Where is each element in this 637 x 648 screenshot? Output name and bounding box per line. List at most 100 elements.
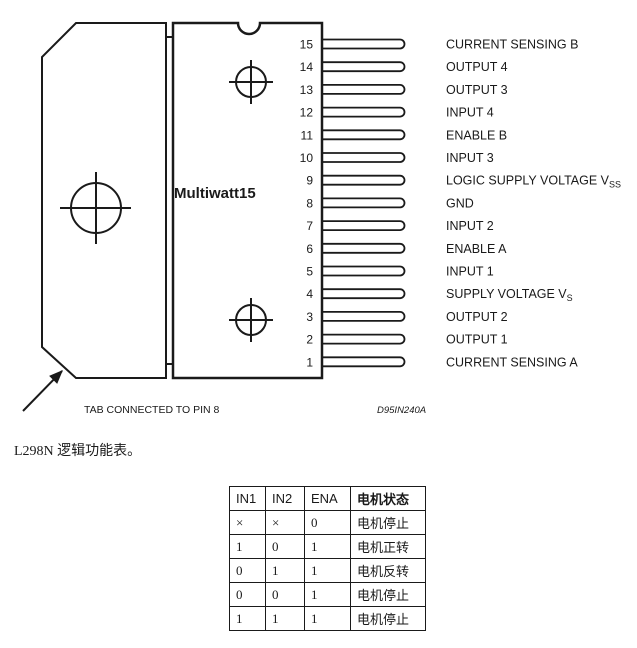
pin-lead	[322, 220, 406, 231]
cell-ena: 1	[304, 606, 351, 631]
pin-label: LOGIC SUPPLY VOLTAGE VSS	[446, 174, 621, 190]
cell-in1: 1	[229, 606, 266, 631]
pin-label: CURRENT SENSING B	[446, 38, 578, 52]
cell-motor-state: 电机停止	[350, 510, 426, 535]
pin-6: 6 ENABLE A	[306, 242, 507, 256]
cell-motor-state: 电机正转	[350, 534, 426, 559]
pin-label-text: ENABLE B	[446, 128, 507, 142]
pin-label-text: CURRENT SENSING A	[446, 355, 578, 369]
cell-motor-state: 电机停止	[350, 606, 426, 631]
heatsink-tab	[41, 22, 167, 379]
pin-number: 4	[306, 287, 313, 301]
pin-lead	[322, 333, 406, 345]
header-motor-state: 电机状态	[350, 486, 426, 511]
pin-lead	[322, 174, 406, 186]
pin-label-text: INPUT 2	[446, 219, 494, 233]
cell-in2: ×	[265, 510, 305, 535]
cell-in1: 1	[229, 534, 266, 559]
pin-label-text: OUTPUT 3	[446, 83, 508, 97]
pin-lead	[322, 152, 406, 163]
mounting-hole-tab	[60, 172, 131, 244]
drawing-code: D95IN240A	[377, 405, 426, 416]
pin-number: 10	[300, 151, 314, 165]
cell-ena: 1	[304, 582, 351, 607]
pin-1: 1 CURRENT SENSING A	[306, 355, 578, 369]
pin-12: 12 INPUT 4	[300, 106, 494, 120]
pin-number: 3	[306, 310, 313, 324]
table-row: × × 0 电机停止	[229, 510, 426, 535]
pin-label-text: OUTPUT 2	[446, 310, 508, 324]
mounting-hole-upper	[229, 60, 273, 104]
table-row: 0 1 1 电机反转	[229, 558, 426, 583]
pin-label: OUTPUT 4	[446, 60, 508, 74]
pin-5: 5 INPUT 1	[306, 265, 493, 279]
cell-in1: 0	[229, 558, 266, 583]
cell-ena: 1	[304, 534, 351, 559]
cell-in2: 1	[265, 606, 305, 631]
pin-number: 15	[300, 38, 314, 52]
pin-lead	[322, 84, 406, 95]
cell-in2: 0	[265, 582, 305, 607]
header-ena: ENA	[304, 486, 351, 511]
package-body	[171, 21, 324, 380]
pin-label-subscript: S	[567, 293, 573, 303]
pin-label-text: GND	[446, 196, 474, 210]
cell-motor-state: 电机反转	[350, 558, 426, 583]
pin-lead	[322, 106, 406, 118]
pin-number: 12	[300, 106, 314, 120]
pin-9: 9 LOGIC SUPPLY VOLTAGE VSS	[306, 174, 621, 190]
pin-lead	[322, 356, 406, 368]
cell-ena: 1	[304, 558, 351, 583]
pin-label: OUTPUT 3	[446, 83, 508, 97]
cell-in2: 1	[265, 558, 305, 583]
pin-number: 6	[306, 242, 313, 256]
pin-label: GND	[446, 196, 474, 210]
pin-lead	[322, 311, 406, 322]
pin-15: 15 CURRENT SENSING B	[300, 38, 579, 52]
pin-label: INPUT 2	[446, 219, 494, 233]
table-row: 0 0 1 电机停止	[229, 582, 426, 607]
cell-in2: 0	[265, 534, 305, 559]
pin-lead	[322, 61, 406, 73]
tab-note: TAB CONNECTED TO PIN 8	[84, 404, 220, 416]
cell-in1: ×	[229, 510, 266, 535]
cell-ena: 0	[304, 510, 351, 535]
tab-arrow	[22, 370, 63, 412]
pinout-diagram: Multiwatt15 15 CURRENT SENSING B14 OUTPUT …	[22, 21, 621, 416]
pin-10: 10 INPUT 3	[300, 151, 494, 165]
pin-3: 3 OUTPUT 2	[306, 310, 507, 324]
pin-label-text: OUTPUT 1	[446, 333, 508, 347]
header-in2: IN2	[265, 486, 305, 511]
pin-14: 14 OUTPUT 4	[300, 60, 508, 74]
pin-8: 8 GND	[306, 196, 473, 210]
pin-11: 11 ENABLE B	[301, 128, 508, 142]
pin-4: 4 SUPPLY VOLTAGE VS	[306, 287, 572, 303]
pin-label-text: SUPPLY VOLTAGE V	[446, 287, 567, 301]
package-name: Multiwatt15	[174, 185, 256, 202]
pin-number: 2	[306, 333, 313, 347]
cell-motor-state: 电机停止	[350, 582, 426, 607]
pin-label: CURRENT SENSING A	[446, 355, 578, 369]
table-row: 1 0 1 电机正转	[229, 534, 426, 559]
pin-lead	[322, 288, 406, 300]
pin-label: SUPPLY VOLTAGE VS	[446, 287, 573, 303]
pin-13: 13 OUTPUT 3	[300, 83, 508, 97]
pin-number: 7	[306, 219, 313, 233]
pin-label-text: INPUT 4	[446, 106, 494, 120]
pin-lead	[322, 197, 406, 209]
pin-2: 2 OUTPUT 1	[306, 333, 507, 347]
pin-lead	[322, 129, 406, 141]
pin-number: 5	[306, 265, 313, 279]
pin-number: 1	[306, 355, 313, 369]
pin-label-text: LOGIC SUPPLY VOLTAGE V	[446, 174, 610, 188]
pin-label-subscript: SS	[609, 180, 621, 190]
pin-label-text: OUTPUT 4	[446, 60, 508, 74]
mounting-hole-lower	[229, 298, 273, 342]
pin-7: 7 INPUT 2	[306, 219, 493, 233]
pin-label: INPUT 3	[446, 151, 494, 165]
pin-label: OUTPUT 2	[446, 310, 508, 324]
pin-number: 14	[300, 60, 314, 74]
pin-label-text: INPUT 1	[446, 265, 494, 279]
pin-label: ENABLE A	[446, 242, 507, 256]
table-row: 1 1 1 电机停止	[229, 606, 426, 631]
